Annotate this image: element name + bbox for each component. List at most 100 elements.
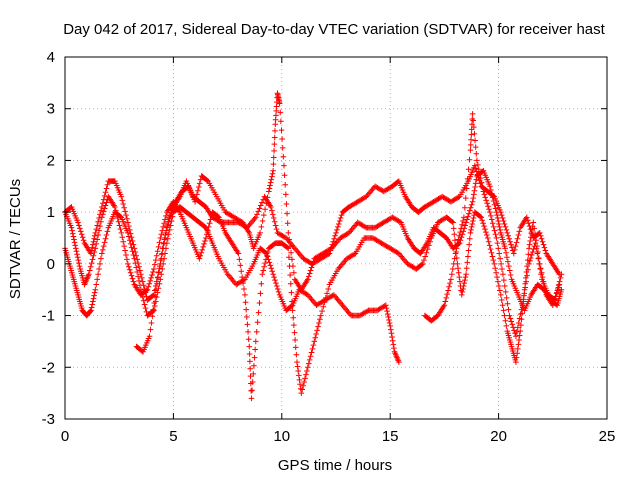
data-point <box>291 269 297 276</box>
data-point <box>386 317 392 323</box>
data-point <box>496 283 502 289</box>
data-point <box>119 197 126 204</box>
data-point <box>504 254 510 261</box>
data-point <box>387 323 393 329</box>
data-point <box>126 266 133 273</box>
data-point <box>270 215 277 221</box>
data-point <box>96 215 102 221</box>
data-point <box>537 265 544 272</box>
data-point <box>495 218 502 224</box>
data-point <box>112 207 119 214</box>
data-point <box>537 266 543 272</box>
data-point <box>262 206 268 212</box>
data-point <box>271 148 277 154</box>
data-point <box>462 204 468 211</box>
data-point <box>276 100 283 107</box>
data-point <box>69 227 75 234</box>
data-point <box>151 266 157 272</box>
data-point <box>117 226 124 232</box>
data-point <box>257 290 264 297</box>
data-point <box>88 304 95 311</box>
data-point <box>502 289 509 295</box>
data-point <box>269 207 275 214</box>
data-point <box>282 182 289 188</box>
x-tick-label: 20 <box>490 428 507 445</box>
data-point <box>455 194 462 201</box>
data-point <box>470 218 476 224</box>
data-point <box>505 232 512 239</box>
data-point <box>268 176 275 183</box>
data-point <box>286 263 293 269</box>
data-point <box>244 314 250 320</box>
data-point <box>266 259 273 266</box>
data-point <box>391 345 397 351</box>
data-point <box>494 240 501 246</box>
data-point <box>501 221 508 227</box>
data-point <box>127 269 134 276</box>
data-point <box>423 249 430 256</box>
data-point <box>542 247 549 254</box>
y-tick-label: 3 <box>47 101 55 118</box>
data-point <box>244 321 251 328</box>
y-tick-label: -2 <box>42 359 55 376</box>
data-point <box>383 302 389 309</box>
data-point <box>473 150 480 157</box>
data-point <box>265 188 272 195</box>
data-point <box>449 266 456 272</box>
data-point <box>277 109 284 116</box>
data-point <box>489 194 496 201</box>
x-tick-label: 25 <box>599 428 616 445</box>
data-point <box>235 250 242 257</box>
data-point <box>424 246 431 252</box>
data-point <box>555 282 562 289</box>
data-point <box>390 341 397 348</box>
data-point <box>86 271 92 277</box>
data-point <box>480 188 487 195</box>
data-point <box>113 211 120 218</box>
data-point <box>147 278 153 284</box>
data-point <box>152 293 158 300</box>
data-point <box>320 303 327 310</box>
data-point <box>76 260 82 266</box>
data-point <box>153 252 160 259</box>
data-point <box>530 219 537 226</box>
data-point <box>136 264 142 270</box>
data-point <box>292 337 298 343</box>
data-point <box>242 299 249 306</box>
data-point <box>164 223 171 229</box>
data-point <box>442 298 449 305</box>
data-point <box>515 341 522 348</box>
data-point <box>533 245 540 252</box>
data-point <box>494 212 500 218</box>
data-point <box>469 121 475 128</box>
data-point <box>451 255 458 262</box>
data-point <box>148 320 155 326</box>
data-point <box>523 214 530 221</box>
data-point <box>238 268 245 275</box>
data-point <box>460 218 466 224</box>
data-point <box>284 244 291 251</box>
data-point <box>274 286 281 292</box>
data-point <box>426 242 432 249</box>
data-point <box>156 263 163 269</box>
data-point <box>151 300 157 306</box>
data-point <box>466 235 473 242</box>
data-point <box>455 265 461 272</box>
data-point <box>308 264 315 271</box>
data-point <box>513 354 520 361</box>
data-point <box>454 240 461 246</box>
data-point <box>161 255 167 262</box>
data-point <box>200 244 206 250</box>
data-point <box>91 292 97 299</box>
data-point <box>157 235 164 241</box>
data-point <box>536 261 542 267</box>
data-point <box>466 207 473 214</box>
data-point <box>126 233 132 240</box>
data-point <box>80 237 87 244</box>
data-point <box>86 267 93 274</box>
data-point <box>126 227 133 233</box>
data-point <box>103 232 110 238</box>
data-point <box>500 271 506 277</box>
data-point <box>271 274 277 280</box>
data-point <box>351 251 358 258</box>
